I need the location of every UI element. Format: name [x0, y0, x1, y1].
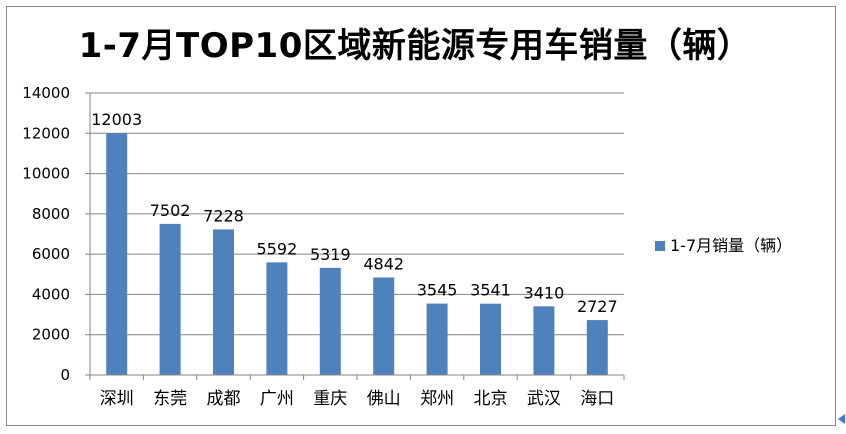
- bar: [426, 303, 448, 375]
- bars: [106, 133, 608, 375]
- bar: [586, 320, 608, 375]
- y-tick-label: 2000: [32, 326, 70, 344]
- data-label: 4842: [363, 254, 404, 273]
- data-label: 5592: [257, 239, 298, 258]
- x-tick-label: 海口: [580, 389, 614, 409]
- x-tick-label: 重庆: [313, 389, 347, 409]
- data-label: 12003: [91, 110, 142, 129]
- x-tick-label: 东莞: [153, 389, 187, 409]
- y-tick-labels: 0 2000 4000 6000 8000 10000 12000 14000: [22, 84, 70, 384]
- data-label: 3410: [524, 283, 565, 302]
- y-tick-label: 14000: [22, 84, 70, 102]
- x-tick-label: 北京: [474, 389, 508, 409]
- y-tick-label: 8000: [32, 205, 70, 223]
- bar: [266, 262, 288, 375]
- chart-title: 1-7月TOP10区域新能源专用车销量（辆）: [78, 26, 752, 66]
- bar: [106, 133, 128, 375]
- bar: [159, 223, 181, 375]
- legend-label: 1-7月销量（辆）: [670, 236, 792, 255]
- data-label: 7502: [150, 201, 191, 220]
- x-tick-label: 郑州: [420, 389, 454, 409]
- x-tick-label: 成都: [207, 389, 241, 409]
- x-tick-label: 武汉: [527, 389, 561, 409]
- x-tick-label: 广州: [260, 389, 294, 409]
- data-label: 3541: [470, 281, 511, 300]
- legend: 1-7月销量（辆）: [655, 236, 792, 255]
- y-tick-label: 4000: [32, 285, 70, 303]
- x-tick-labels: 深圳 东莞 成都 广州 重庆 佛山 郑州 北京 武汉 海口: [100, 389, 615, 409]
- chart-frame: [6, 6, 836, 426]
- y-tick-label: 0: [60, 366, 70, 384]
- bar: [533, 306, 555, 375]
- y-tick-label: 12000: [22, 124, 70, 142]
- y-tick-label: 6000: [32, 245, 70, 263]
- data-label: 5319: [310, 245, 351, 264]
- data-label: 3545: [417, 281, 458, 300]
- x-tick-label: 深圳: [100, 389, 134, 409]
- data-labels: 12003 7502 7228 5592 5319 4842 3545 3541 3410 272…: [91, 110, 617, 316]
- bar: [213, 229, 234, 375]
- resize-handle-icon[interactable]: [838, 414, 845, 424]
- bar: [319, 267, 341, 375]
- legend-swatch: [655, 241, 665, 251]
- bar: [480, 303, 501, 375]
- bar: [373, 277, 395, 375]
- data-label: 2727: [577, 297, 618, 316]
- axes: [85, 92, 625, 380]
- x-tick-label: 佛山: [367, 389, 401, 409]
- data-label: 7228: [203, 206, 244, 225]
- y-tick-label: 10000: [22, 165, 70, 183]
